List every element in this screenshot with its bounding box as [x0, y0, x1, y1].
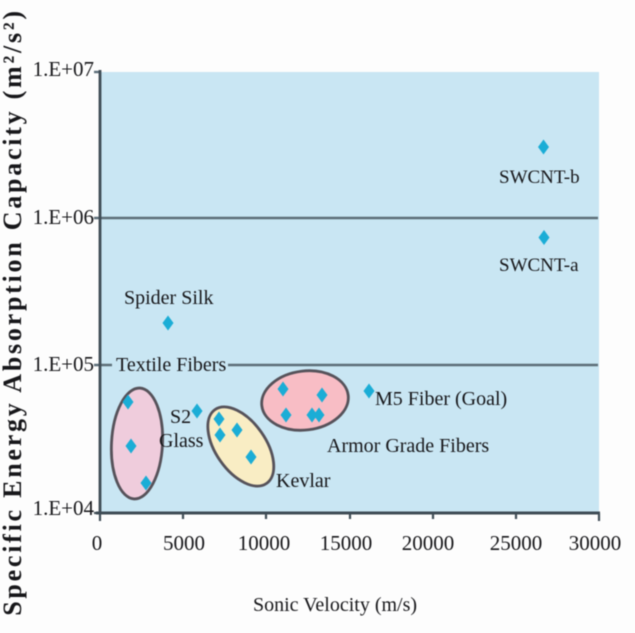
- svg-text:Armor Grade Fibers: Armor Grade Fibers: [327, 435, 489, 457]
- svg-text:1.E+07: 1.E+07: [33, 57, 94, 81]
- svg-text:Textile Fibers: Textile Fibers: [116, 354, 226, 376]
- svg-text:10000: 10000: [238, 531, 291, 555]
- svg-text:0: 0: [92, 531, 103, 555]
- svg-text:Spider Silk: Spider Silk: [124, 287, 213, 309]
- svg-text:20000: 20000: [402, 531, 455, 555]
- svg-text:30000: 30000: [569, 531, 622, 555]
- svg-text:SWCNT-a: SWCNT-a: [499, 255, 579, 276]
- svg-text:1.E+06: 1.E+06: [33, 205, 94, 229]
- svg-text:S2: S2: [170, 406, 191, 428]
- svg-text:M5 Fiber (Goal): M5 Fiber (Goal): [375, 388, 507, 410]
- svg-text:Specific Energy Absorption Cap: Specific Energy Absorption Capacity (m²/…: [0, 8, 27, 616]
- svg-text:SWCNT-b: SWCNT-b: [499, 167, 580, 188]
- svg-text:Glass: Glass: [159, 430, 204, 452]
- svg-text:1.E+05: 1.E+05: [33, 352, 94, 376]
- svg-text:15000: 15000: [320, 531, 373, 555]
- svg-text:25000: 25000: [490, 531, 543, 555]
- svg-text:1.E+04: 1.E+04: [33, 496, 95, 520]
- svg-text:5000: 5000: [163, 531, 205, 555]
- svg-text:Kevlar: Kevlar: [276, 470, 331, 492]
- svg-text:Sonic Velocity (m/s): Sonic Velocity (m/s): [253, 594, 417, 616]
